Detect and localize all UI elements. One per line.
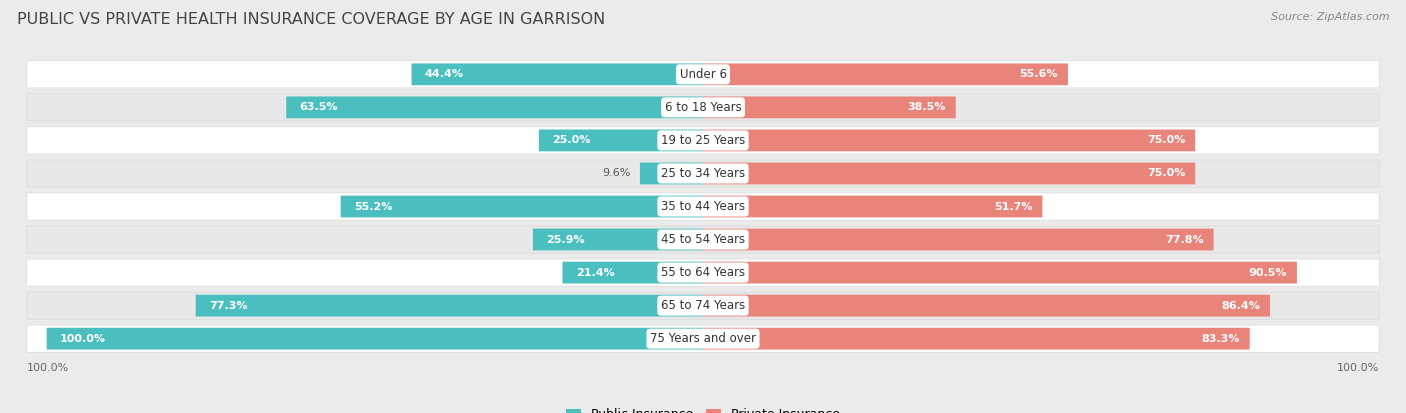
- Text: 77.8%: 77.8%: [1166, 235, 1204, 244]
- FancyBboxPatch shape: [703, 229, 1213, 250]
- FancyBboxPatch shape: [27, 226, 1379, 253]
- FancyBboxPatch shape: [703, 328, 1250, 349]
- Text: 90.5%: 90.5%: [1249, 268, 1286, 278]
- FancyBboxPatch shape: [703, 163, 1195, 184]
- Text: Under 6: Under 6: [679, 68, 727, 81]
- FancyBboxPatch shape: [538, 130, 703, 151]
- FancyBboxPatch shape: [703, 97, 956, 118]
- FancyBboxPatch shape: [640, 163, 703, 184]
- FancyBboxPatch shape: [412, 64, 703, 85]
- FancyBboxPatch shape: [27, 94, 1379, 121]
- FancyBboxPatch shape: [27, 127, 1379, 154]
- Text: 75.0%: 75.0%: [1147, 135, 1185, 145]
- FancyBboxPatch shape: [340, 196, 703, 217]
- Text: 86.4%: 86.4%: [1222, 301, 1260, 311]
- Text: 65 to 74 Years: 65 to 74 Years: [661, 299, 745, 312]
- FancyBboxPatch shape: [27, 325, 1379, 352]
- FancyBboxPatch shape: [703, 64, 1069, 85]
- FancyBboxPatch shape: [46, 328, 703, 349]
- Text: 19 to 25 Years: 19 to 25 Years: [661, 134, 745, 147]
- Text: 83.3%: 83.3%: [1201, 334, 1240, 344]
- FancyBboxPatch shape: [27, 292, 1379, 319]
- FancyBboxPatch shape: [27, 193, 1379, 220]
- Text: 35 to 44 Years: 35 to 44 Years: [661, 200, 745, 213]
- Text: 100.0%: 100.0%: [1337, 363, 1379, 373]
- Text: 55.6%: 55.6%: [1019, 69, 1057, 79]
- Text: 100.0%: 100.0%: [60, 334, 105, 344]
- Text: 25.0%: 25.0%: [553, 135, 591, 145]
- Text: 21.4%: 21.4%: [575, 268, 614, 278]
- Text: 55.2%: 55.2%: [354, 202, 392, 211]
- Text: 63.5%: 63.5%: [299, 102, 337, 112]
- Text: 25 to 34 Years: 25 to 34 Years: [661, 167, 745, 180]
- Text: 44.4%: 44.4%: [425, 69, 464, 79]
- Text: 77.3%: 77.3%: [209, 301, 247, 311]
- FancyBboxPatch shape: [533, 229, 703, 250]
- Text: 45 to 54 Years: 45 to 54 Years: [661, 233, 745, 246]
- FancyBboxPatch shape: [703, 196, 1042, 217]
- Text: Source: ZipAtlas.com: Source: ZipAtlas.com: [1271, 12, 1389, 22]
- FancyBboxPatch shape: [27, 61, 1379, 88]
- Text: 38.5%: 38.5%: [907, 102, 946, 112]
- FancyBboxPatch shape: [195, 295, 703, 316]
- Text: 75.0%: 75.0%: [1147, 169, 1185, 178]
- Text: 51.7%: 51.7%: [994, 202, 1032, 211]
- FancyBboxPatch shape: [562, 262, 703, 283]
- FancyBboxPatch shape: [703, 130, 1195, 151]
- Text: 6 to 18 Years: 6 to 18 Years: [665, 101, 741, 114]
- Text: 55 to 64 Years: 55 to 64 Years: [661, 266, 745, 279]
- FancyBboxPatch shape: [703, 262, 1296, 283]
- Text: 75 Years and over: 75 Years and over: [650, 332, 756, 345]
- Text: 25.9%: 25.9%: [546, 235, 585, 244]
- Text: 100.0%: 100.0%: [27, 363, 69, 373]
- Legend: Public Insurance, Private Insurance: Public Insurance, Private Insurance: [561, 403, 845, 413]
- FancyBboxPatch shape: [27, 259, 1379, 286]
- FancyBboxPatch shape: [287, 97, 703, 118]
- FancyBboxPatch shape: [27, 160, 1379, 187]
- Text: 9.6%: 9.6%: [602, 169, 630, 178]
- FancyBboxPatch shape: [703, 295, 1270, 316]
- Text: PUBLIC VS PRIVATE HEALTH INSURANCE COVERAGE BY AGE IN GARRISON: PUBLIC VS PRIVATE HEALTH INSURANCE COVER…: [17, 12, 605, 27]
